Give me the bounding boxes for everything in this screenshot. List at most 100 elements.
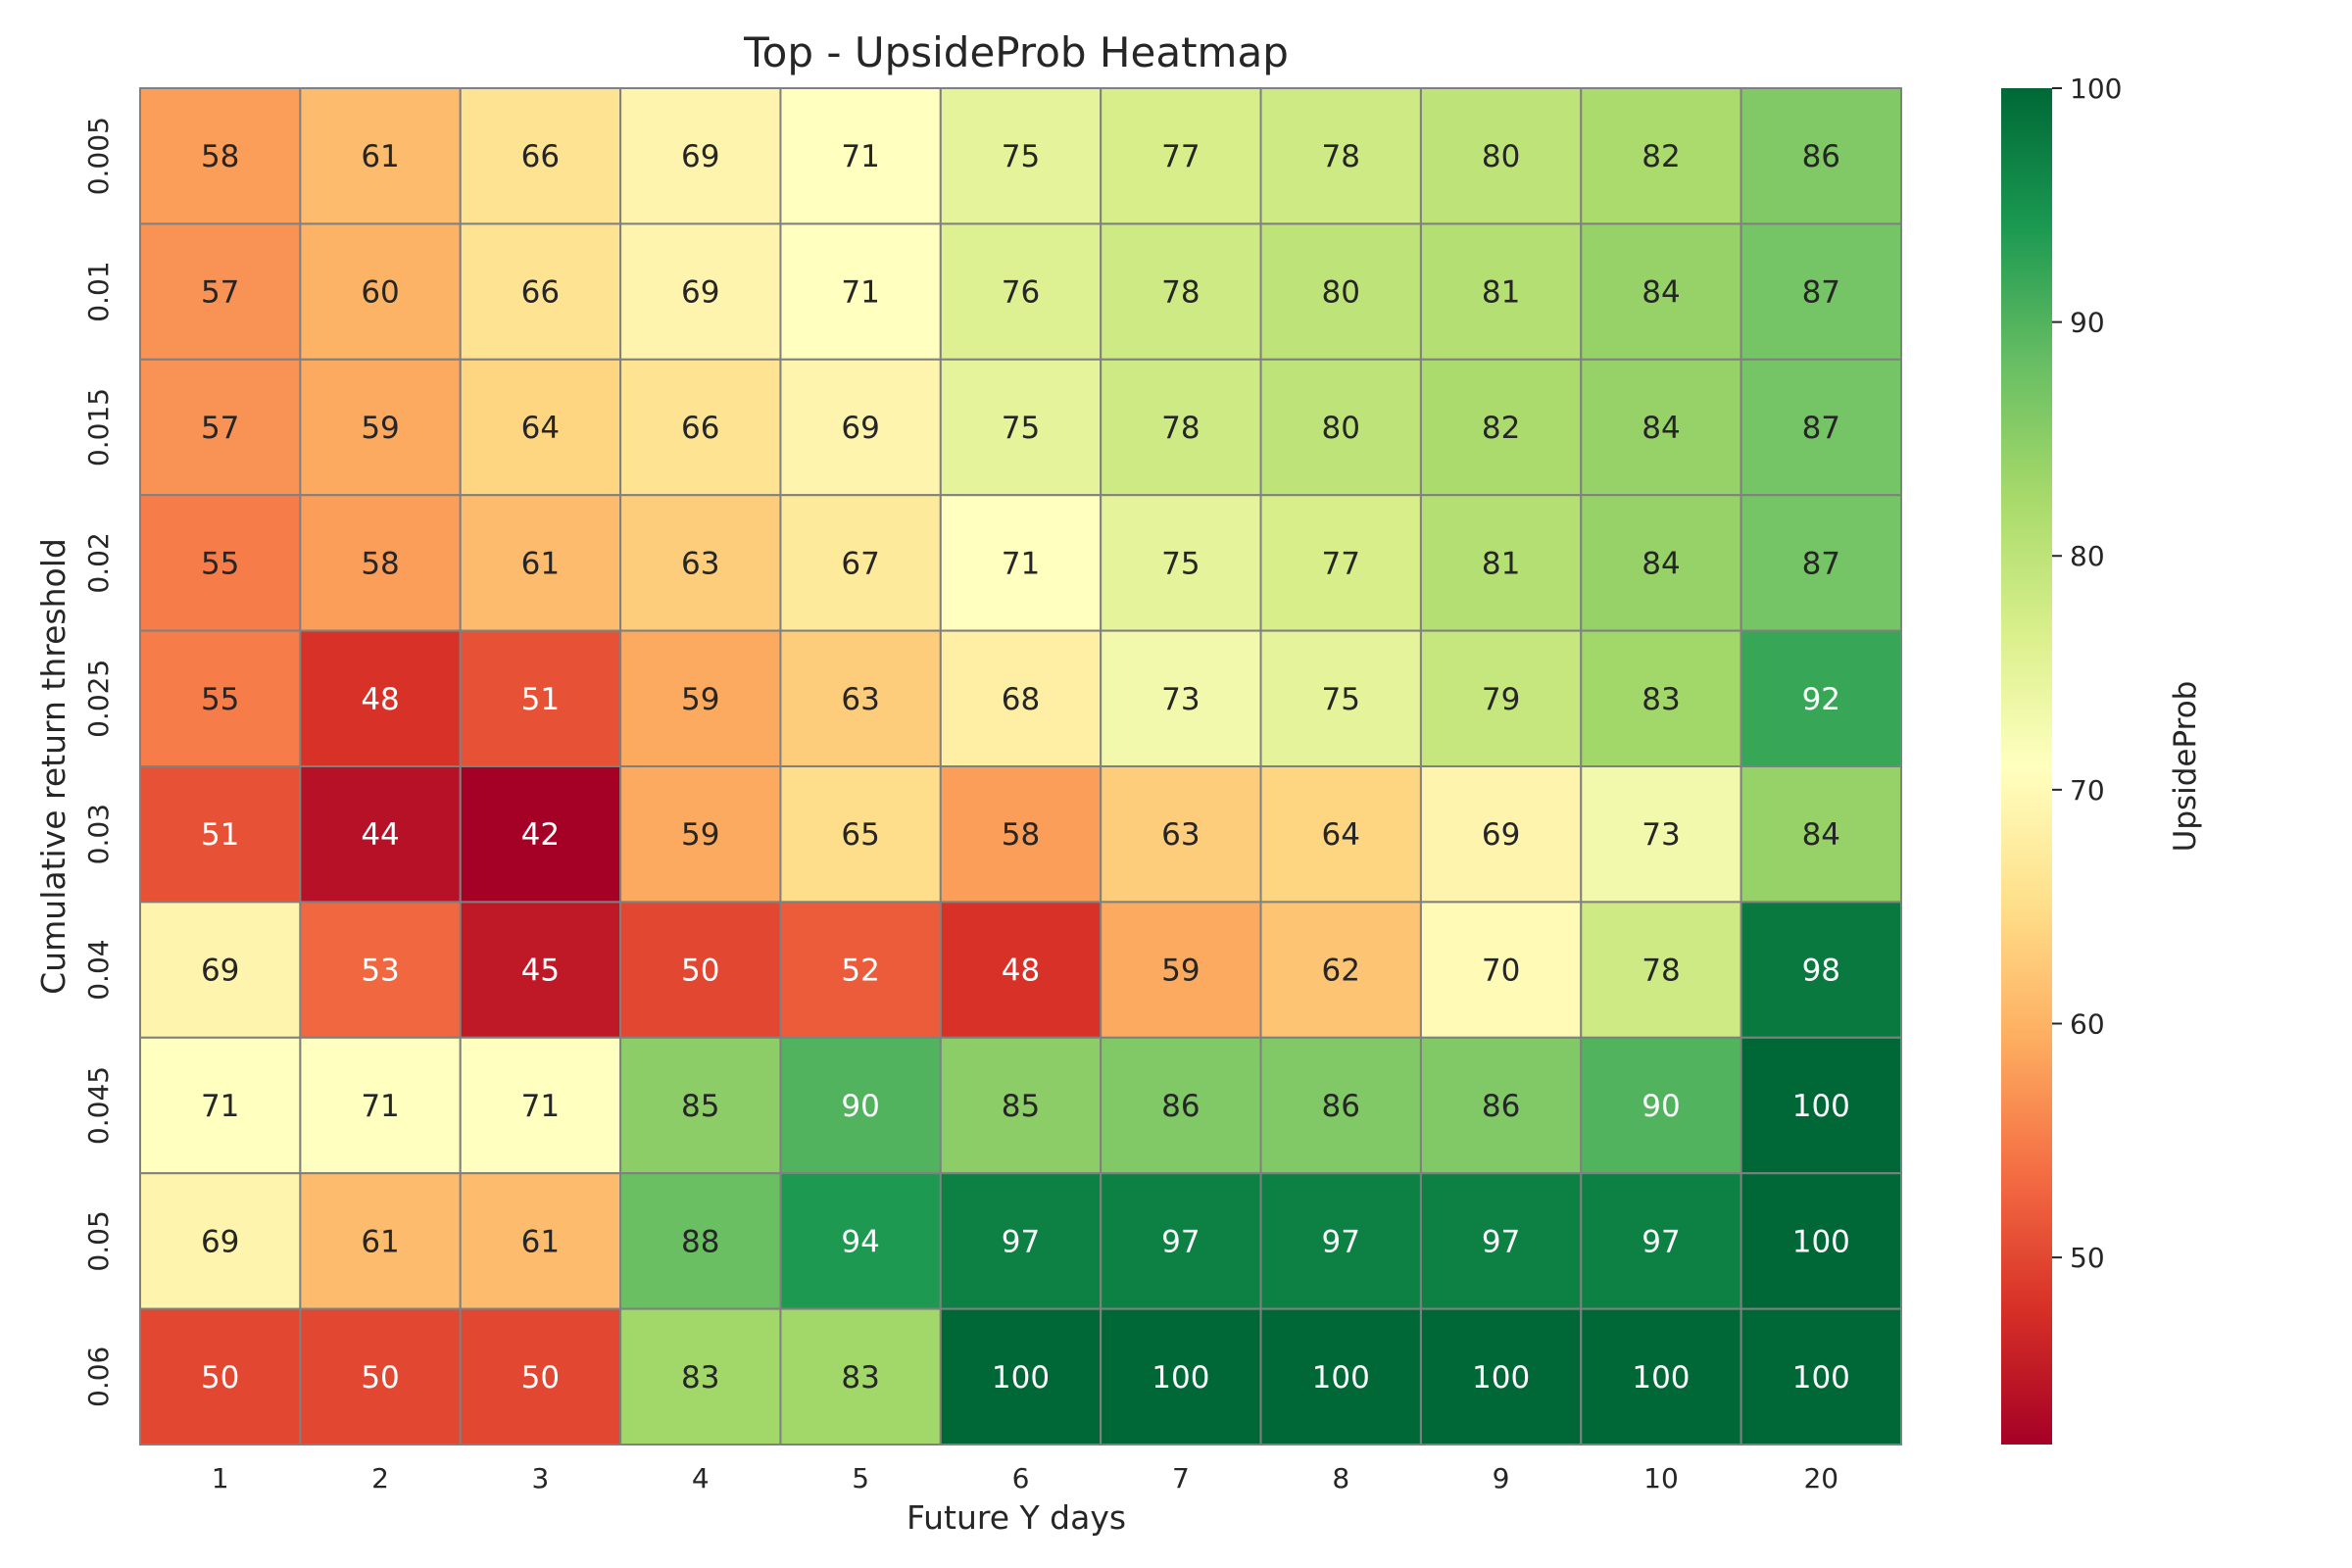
heatmap-cell [1100, 1172, 1262, 1310]
heatmap-cell [1580, 629, 1742, 767]
y-tick-labels: 0.005 0.01 0.015 0.02 0.025 0.03 0.04 0.045 0.05… [82, 117, 115, 1407]
cell-value-label: 97 [1002, 1224, 1040, 1259]
cell-value-label: 87 [1802, 275, 1840, 311]
cell-value-label: 84 [1642, 411, 1680, 446]
cell-value-label: 97 [1322, 1224, 1360, 1259]
cell-value-label: 76 [1002, 275, 1040, 311]
heatmap-cell [619, 494, 782, 632]
cell-value-label: 97 [1161, 1224, 1200, 1259]
cell-value-label: 100 [1312, 1360, 1370, 1396]
cell-value-label: 69 [201, 954, 239, 989]
cell-value-label: 67 [841, 546, 879, 581]
cell-value-label: 100 [1792, 1089, 1850, 1124]
cell-value-label: 97 [1642, 1224, 1680, 1259]
cell-value-label: 83 [1642, 682, 1680, 717]
heatmap-cell [619, 87, 782, 225]
cell-value-label: 50 [201, 1360, 239, 1396]
x-tick-label: 20 [1803, 1462, 1838, 1494]
heatmap-cell [1580, 1036, 1742, 1175]
cell-value-label: 69 [1482, 817, 1520, 853]
cell-value-label: 55 [201, 682, 239, 717]
heatmap-cell [939, 1036, 1102, 1175]
cell-value-label: 80 [1482, 139, 1520, 174]
cell-value-label: 69 [681, 139, 719, 174]
cell-value-label: 94 [841, 1224, 879, 1259]
x-tick-label: 6 [1012, 1462, 1030, 1494]
cell-value-label: 90 [841, 1089, 879, 1124]
heatmap-cell [139, 765, 302, 904]
heatmap-cell [1259, 1036, 1422, 1175]
cell-value-label: 83 [681, 1360, 719, 1396]
cell-value-label: 57 [201, 411, 239, 446]
cell-value-label: 78 [1642, 954, 1680, 989]
heatmap-cell [459, 1307, 622, 1446]
cell-value-label: 64 [521, 411, 560, 446]
heatmap-cell [779, 1307, 942, 1446]
cell-value-label: 92 [1802, 682, 1840, 717]
heatmap-cell [619, 1172, 782, 1310]
cell-value-label: 86 [1802, 139, 1840, 174]
y-tick-label: 0.06 [82, 1347, 115, 1407]
colorbar [2001, 88, 2052, 1445]
cell-value-label: 69 [201, 1224, 239, 1259]
cell-value-label: 81 [1482, 546, 1520, 581]
cell-value-label: 98 [1802, 954, 1840, 989]
cell-value-label: 42 [521, 817, 560, 853]
colorbar-tick-label: 50 [2070, 1242, 2105, 1274]
cell-value-label: 100 [1792, 1224, 1850, 1259]
cell-value-label: 68 [1002, 682, 1040, 717]
cell-value-label: 59 [681, 682, 719, 717]
cell-value-label: 86 [1322, 1089, 1360, 1124]
cell-value-label: 51 [201, 817, 239, 853]
cell-value-label: 55 [201, 546, 239, 581]
colorbar-tick-label: 80 [2070, 540, 2105, 572]
cell-value-label: 88 [681, 1224, 719, 1259]
y-tick-label: 0.015 [82, 388, 115, 466]
cell-value-label: 80 [1322, 275, 1360, 311]
heatmap-cell [939, 358, 1102, 497]
heatmap-cell [459, 629, 622, 767]
y-tick-label: 0.01 [82, 261, 115, 321]
heatmap-cell [1740, 494, 1902, 632]
heatmap-cell [1740, 901, 1902, 1039]
heatmap-cell [1580, 222, 1742, 361]
cell-value-label: 77 [1161, 139, 1200, 174]
y-tick-label: 0.005 [82, 117, 115, 195]
cell-value-label: 65 [841, 817, 879, 853]
cell-value-label: 75 [1002, 139, 1040, 174]
y-tick-label: 0.025 [82, 660, 115, 738]
cell-value-label: 86 [1482, 1089, 1520, 1124]
heatmap-cell [1740, 222, 1902, 361]
heatmap-cell [939, 1307, 1102, 1446]
cell-value-label: 62 [1322, 954, 1360, 989]
x-tick-label: 2 [371, 1462, 389, 1494]
y-tick-label: 0.04 [82, 939, 115, 1000]
cell-value-label: 63 [681, 546, 719, 581]
cell-value-label: 73 [1161, 682, 1200, 717]
heatmap-cell [619, 901, 782, 1039]
heatmap-cell [299, 222, 462, 361]
cell-value-label: 45 [521, 954, 560, 989]
cell-value-label: 57 [201, 275, 239, 311]
cell-value-label: 87 [1802, 546, 1840, 581]
cell-value-label: 78 [1161, 275, 1200, 311]
heatmap-cell [459, 494, 622, 632]
cell-value-label: 59 [1161, 954, 1200, 989]
cell-value-label: 87 [1802, 411, 1840, 446]
heatmap-cell [1580, 494, 1742, 632]
heatmap-cell [459, 358, 622, 497]
x-tick-label: 5 [852, 1462, 869, 1494]
heatmap-cell [1580, 901, 1742, 1039]
cell-value-label: 60 [361, 275, 399, 311]
cell-value-label: 71 [841, 275, 879, 311]
heatmap-cell [1100, 1036, 1262, 1175]
heatmap-cell [1100, 494, 1262, 632]
cell-value-label: 86 [1161, 1089, 1200, 1124]
heatmap-cell [779, 87, 942, 225]
cell-value-label: 75 [1161, 546, 1200, 581]
chart-title: Top - UpsideProb Heatmap [743, 28, 1289, 76]
colorbar-label: UpsideProb [2168, 681, 2203, 853]
heatmap-cell [779, 629, 942, 767]
heatmap-cell [299, 494, 462, 632]
heatmap-cell [1740, 765, 1902, 904]
